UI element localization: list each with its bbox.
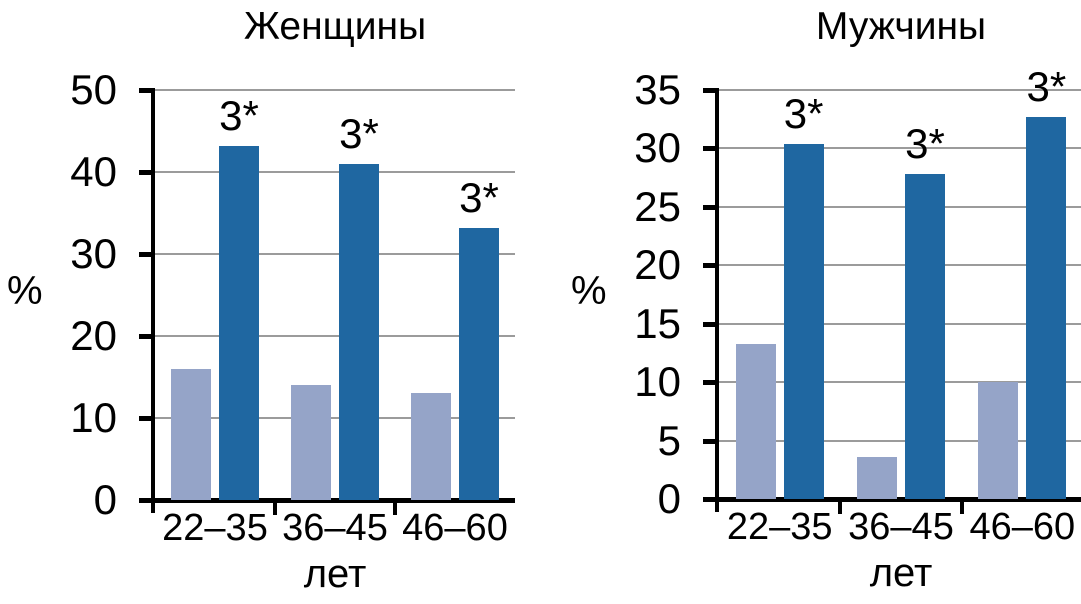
x-category-label: 46–60 — [969, 506, 1076, 548]
x-axis-line — [139, 498, 515, 503]
gridline-10 — [155, 417, 515, 419]
bar-dark-blue-series-0 — [219, 145, 259, 500]
y-tick-mark-15 — [703, 321, 719, 327]
y-tick-label: 30 — [634, 124, 681, 172]
x-tick-mark — [273, 502, 277, 515]
y-tick-label: 0 — [657, 475, 681, 522]
gridline-25 — [719, 205, 1081, 208]
chart-title: Женщины — [243, 5, 427, 48]
gridline-20 — [155, 335, 515, 337]
y-tick-label: 10 — [70, 394, 117, 441]
y-tick-mark-35 — [703, 88, 719, 93]
y-tick-label: 20 — [70, 312, 117, 359]
y-axis-label: % — [571, 268, 607, 313]
bar-dark-blue-series-2 — [459, 227, 499, 500]
x-category-label: 36–45 — [282, 507, 388, 549]
bar-light-blue-series-0 — [171, 368, 211, 500]
y-tick-mark-25 — [703, 204, 719, 210]
y-tick-mark-50 — [139, 88, 155, 93]
gridline-50 — [155, 89, 515, 91]
y-tick-mark-30 — [703, 146, 719, 152]
bar-significance-label: 3* — [459, 173, 499, 221]
x-tick-mark — [959, 501, 964, 514]
bar-significance-label: 3* — [339, 109, 379, 157]
x-category-label: 22–35 — [726, 506, 833, 548]
y-tick-mark-10 — [139, 416, 155, 421]
y-tick-label: 35 — [634, 66, 681, 113]
gridline-35 — [719, 89, 1081, 91]
x-axis-line — [703, 497, 1081, 502]
y-tick-label: 5 — [657, 416, 681, 464]
y-axis-line — [715, 88, 719, 512]
y-tick-label: 40 — [70, 148, 117, 195]
y-axis-line — [151, 88, 155, 513]
gridline-10 — [719, 381, 1081, 384]
bar-significance-label: 3* — [783, 89, 824, 137]
y-tick-mark-40 — [139, 170, 155, 175]
y-tick-mark-10 — [703, 380, 719, 386]
x-axis-label: лет — [303, 552, 367, 596]
y-tick-mark-30 — [139, 252, 155, 257]
y-axis-label: % — [7, 269, 43, 313]
y-tick-label: 0 — [93, 476, 117, 523]
y-tick-label: 10 — [634, 358, 681, 406]
y-tick-label: 15 — [634, 299, 681, 347]
bar-light-blue-series-0 — [735, 343, 776, 499]
x-tick-mark — [838, 501, 843, 514]
bar-dark-blue-series-1 — [339, 163, 379, 500]
x-category-label: 36–45 — [848, 506, 954, 548]
bar-light-blue-series-1 — [291, 385, 331, 500]
bar-light-blue-series-2 — [978, 382, 1019, 499]
gridline-30 — [719, 147, 1081, 150]
y-tick-label: 50 — [70, 66, 117, 113]
gridline-20 — [719, 264, 1081, 267]
gridline-40 — [155, 171, 515, 173]
bar-significance-label: 3* — [905, 120, 945, 168]
y-tick-mark-20 — [139, 334, 155, 339]
x-tick-mark — [393, 502, 397, 515]
y-tick-label: 30 — [70, 230, 117, 277]
y-tick-label: 25 — [634, 182, 681, 230]
x-axis-label: лет — [869, 551, 933, 595]
bar-dark-blue-series-2 — [1026, 116, 1067, 499]
y-tick-mark-5 — [703, 438, 719, 444]
y-tick-label: 20 — [634, 241, 681, 289]
bar-dark-blue-series-0 — [783, 143, 824, 499]
chart-title: Мужчины — [815, 5, 987, 48]
x-category-label: 22–35 — [162, 507, 268, 549]
bar-dark-blue-series-1 — [905, 174, 945, 499]
bar-significance-label: 3* — [219, 91, 259, 139]
bar-light-blue-series-2 — [411, 393, 451, 500]
x-category-label: 46–60 — [402, 507, 508, 549]
gridline-15 — [719, 322, 1081, 325]
gridline-30 — [155, 253, 515, 255]
y-tick-mark-20 — [703, 263, 719, 269]
bar-significance-label: 3* — [1026, 62, 1067, 110]
bar-light-blue-series-1 — [857, 456, 897, 499]
gridline-5 — [719, 439, 1081, 442]
